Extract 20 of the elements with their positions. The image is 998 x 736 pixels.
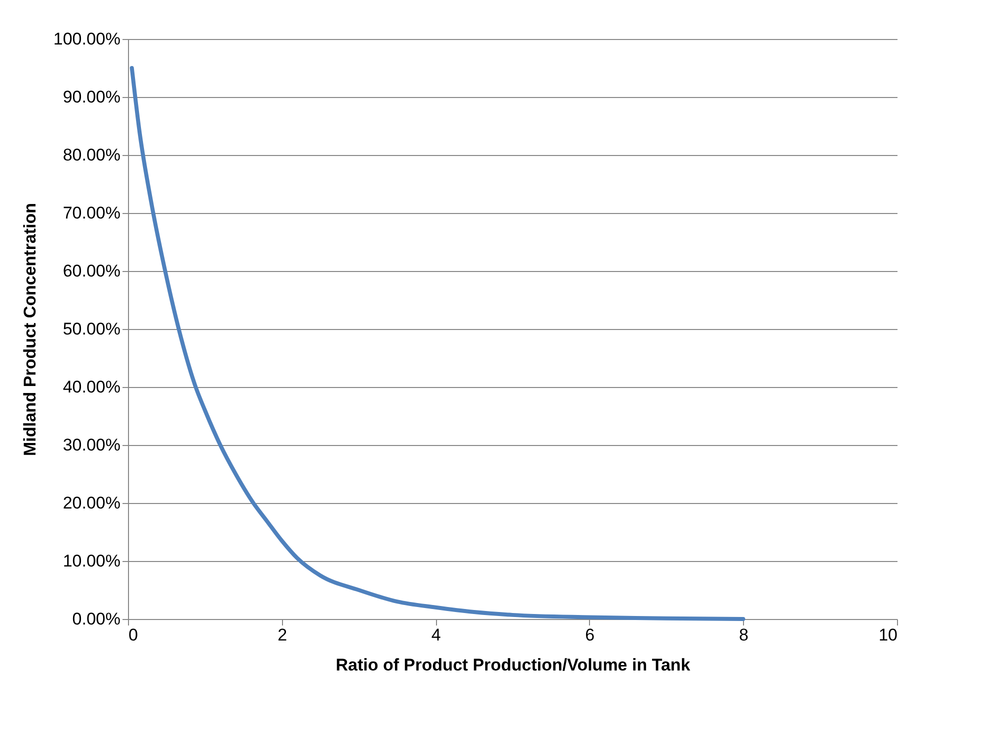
x-axis-title: Ratio of Product Production/Volume in Tank	[336, 656, 691, 674]
x-tick-label: 0	[128, 626, 138, 644]
y-tick-label: 80.00%	[62, 146, 120, 164]
y-tick-label: 10.00%	[62, 552, 120, 570]
y-tick-label: 100.00%	[53, 30, 120, 48]
x-tick-label: 4	[431, 626, 441, 644]
y-axis-title: Midland Product Concentration	[20, 202, 40, 456]
y-tick-label: 0.00%	[72, 610, 120, 628]
y-tick-label: 60.00%	[62, 262, 120, 280]
y-tick-label: 50.00%	[62, 320, 120, 338]
y-tick-label: 90.00%	[62, 88, 120, 106]
x-tick-label: 2	[278, 626, 288, 644]
y-tick-label: 40.00%	[62, 378, 120, 396]
y-tick-label: 70.00%	[62, 204, 120, 222]
y-tick-label: 30.00%	[62, 436, 120, 454]
x-tick-label: 8	[738, 626, 748, 644]
x-tick-label: 6	[585, 626, 595, 644]
y-tick-label: 20.00%	[62, 494, 120, 512]
x-tick-label: 10	[878, 626, 898, 644]
line-series	[130, 66, 746, 621]
